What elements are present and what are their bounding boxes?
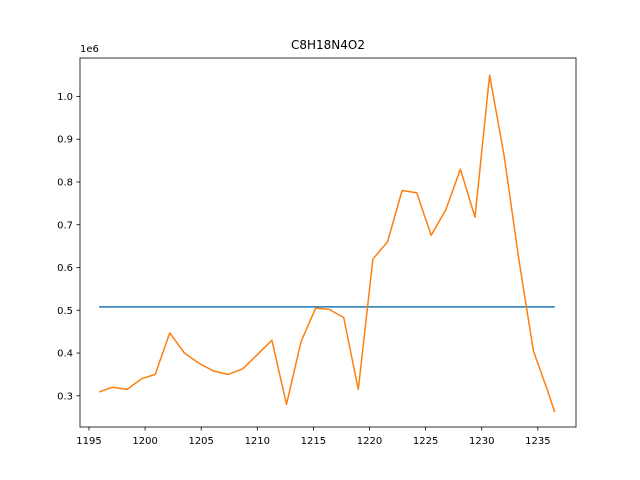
y-tick-label: 0.3: [57, 391, 73, 402]
series-line-2: [98, 74, 556, 413]
axis-ticks: 1195 1200 1205 1210 1215 1220 1225 1230 1235 0.3 0…: [57, 92, 550, 447]
axes-frame: [79, 57, 577, 428]
x-tick-label: 1235: [525, 436, 550, 447]
y-tick-label: 0.7: [57, 220, 73, 231]
y-tick-label: 0.5: [57, 306, 73, 317]
y-tick-label: 0.4: [57, 349, 73, 360]
x-tick-label: 1225: [413, 436, 438, 447]
y-offset-label: 1e6: [80, 44, 99, 55]
plot-area: [98, 74, 556, 413]
x-tick-label: 1220: [357, 436, 382, 447]
x-tick-label: 1215: [301, 436, 326, 447]
y-tick-label: 0.6: [57, 263, 73, 274]
x-tick-label: 1210: [245, 436, 270, 447]
y-tick-label: 0.9: [57, 135, 73, 146]
x-tick-label: 1200: [132, 436, 157, 447]
x-tick-label: 1195: [76, 436, 101, 447]
x-tick-label: 1230: [469, 436, 494, 447]
y-tick-label: 1.0: [57, 92, 73, 103]
x-tick-label: 1205: [188, 436, 213, 447]
chart-title: C8H18N4O2: [291, 38, 365, 52]
y-tick-label: 0.8: [57, 177, 73, 188]
